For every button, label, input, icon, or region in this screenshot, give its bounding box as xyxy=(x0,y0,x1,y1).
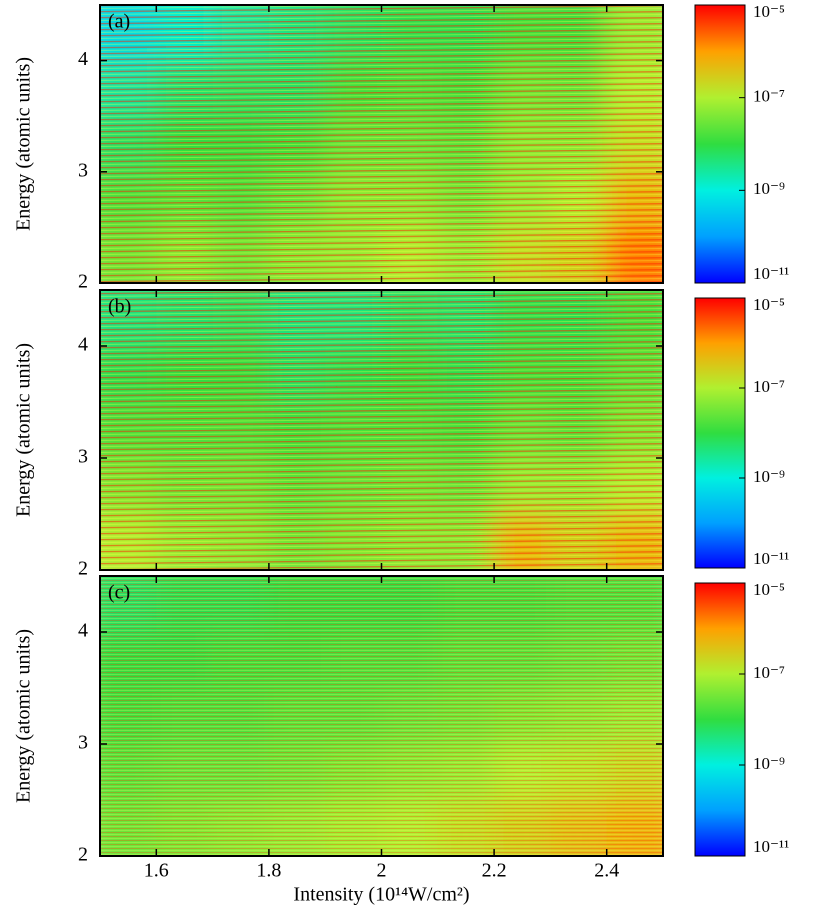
fringe-overlay xyxy=(100,576,663,856)
heatmap-panel: 2 3 4 (b) Energy (atomic units) 10⁻⁵ 10⁻⁷ 10⁻⁹ 1… xyxy=(13,289,789,580)
x-tick-label: 2 xyxy=(377,860,387,882)
y-tick-label: 4 xyxy=(78,620,88,642)
y-tick-label: 3 xyxy=(78,159,88,181)
colorbar-tick-label: 10⁻⁹ xyxy=(753,754,785,773)
x-axis-label: Intensity (10¹⁴W/cm²) xyxy=(293,884,469,906)
panel-label: (a) xyxy=(108,11,130,33)
x-tick-label: 1.8 xyxy=(256,860,281,882)
colorbar-tick-label: 10⁻⁵ xyxy=(753,2,785,21)
x-tick-label: 2.4 xyxy=(594,860,619,882)
y-tick-label: 2 xyxy=(78,558,88,580)
y-tick-label: 3 xyxy=(78,732,88,754)
heatmap-cells xyxy=(100,290,663,570)
colorbar xyxy=(694,297,746,569)
panel-label: (c) xyxy=(108,582,130,604)
fringe-overlay xyxy=(100,290,663,570)
heatmap-panel: 1.6 1.8 2 2.2 2.4 2 3 4 (c) Energy (atomic units)… xyxy=(13,575,789,906)
y-axis-label: Energy (atomic units) xyxy=(13,343,35,517)
colorbar-tick-label: 10⁻¹¹ xyxy=(753,549,789,568)
colorbar-tick-label: 10⁻⁷ xyxy=(753,663,785,682)
colorbar-tick-label: 10⁻⁵ xyxy=(753,295,785,314)
y-tick-label: 2 xyxy=(78,271,88,293)
colorbar-tick-label: 10⁻⁷ xyxy=(753,87,785,106)
y-tick-label: 4 xyxy=(78,48,88,70)
x-tick-label: 1.6 xyxy=(144,860,169,882)
y-tick-label: 4 xyxy=(78,334,88,356)
colorbar xyxy=(694,582,746,857)
colorbar-tick-label: 10⁻⁷ xyxy=(753,377,785,396)
colorbar-tick-label: 10⁻¹¹ xyxy=(753,837,789,856)
heatmap-cells xyxy=(100,5,663,283)
x-tick-label: 2.2 xyxy=(482,860,507,882)
y-tick-label: 3 xyxy=(78,446,88,468)
colorbar-tick-label: 10⁻⁹ xyxy=(753,179,785,198)
y-tick-label: 2 xyxy=(78,844,88,866)
panel-label: (b) xyxy=(108,296,131,318)
heatmap-cells xyxy=(100,576,663,856)
colorbar-tick-label: 10⁻¹¹ xyxy=(753,264,789,283)
colorbar xyxy=(694,4,746,284)
colorbar-tick-label: 10⁻⁹ xyxy=(753,467,785,486)
fringe-overlay xyxy=(100,5,663,283)
y-axis-label: Energy (atomic units) xyxy=(13,57,35,231)
heatmap-panel: 2 3 4 (a) Energy (atomic units) 10⁻⁵ 10⁻⁷ 10⁻⁹ 1… xyxy=(13,2,790,293)
colorbar-tick-label: 10⁻⁵ xyxy=(753,580,785,599)
y-axis-label: Energy (atomic units) xyxy=(13,629,35,803)
